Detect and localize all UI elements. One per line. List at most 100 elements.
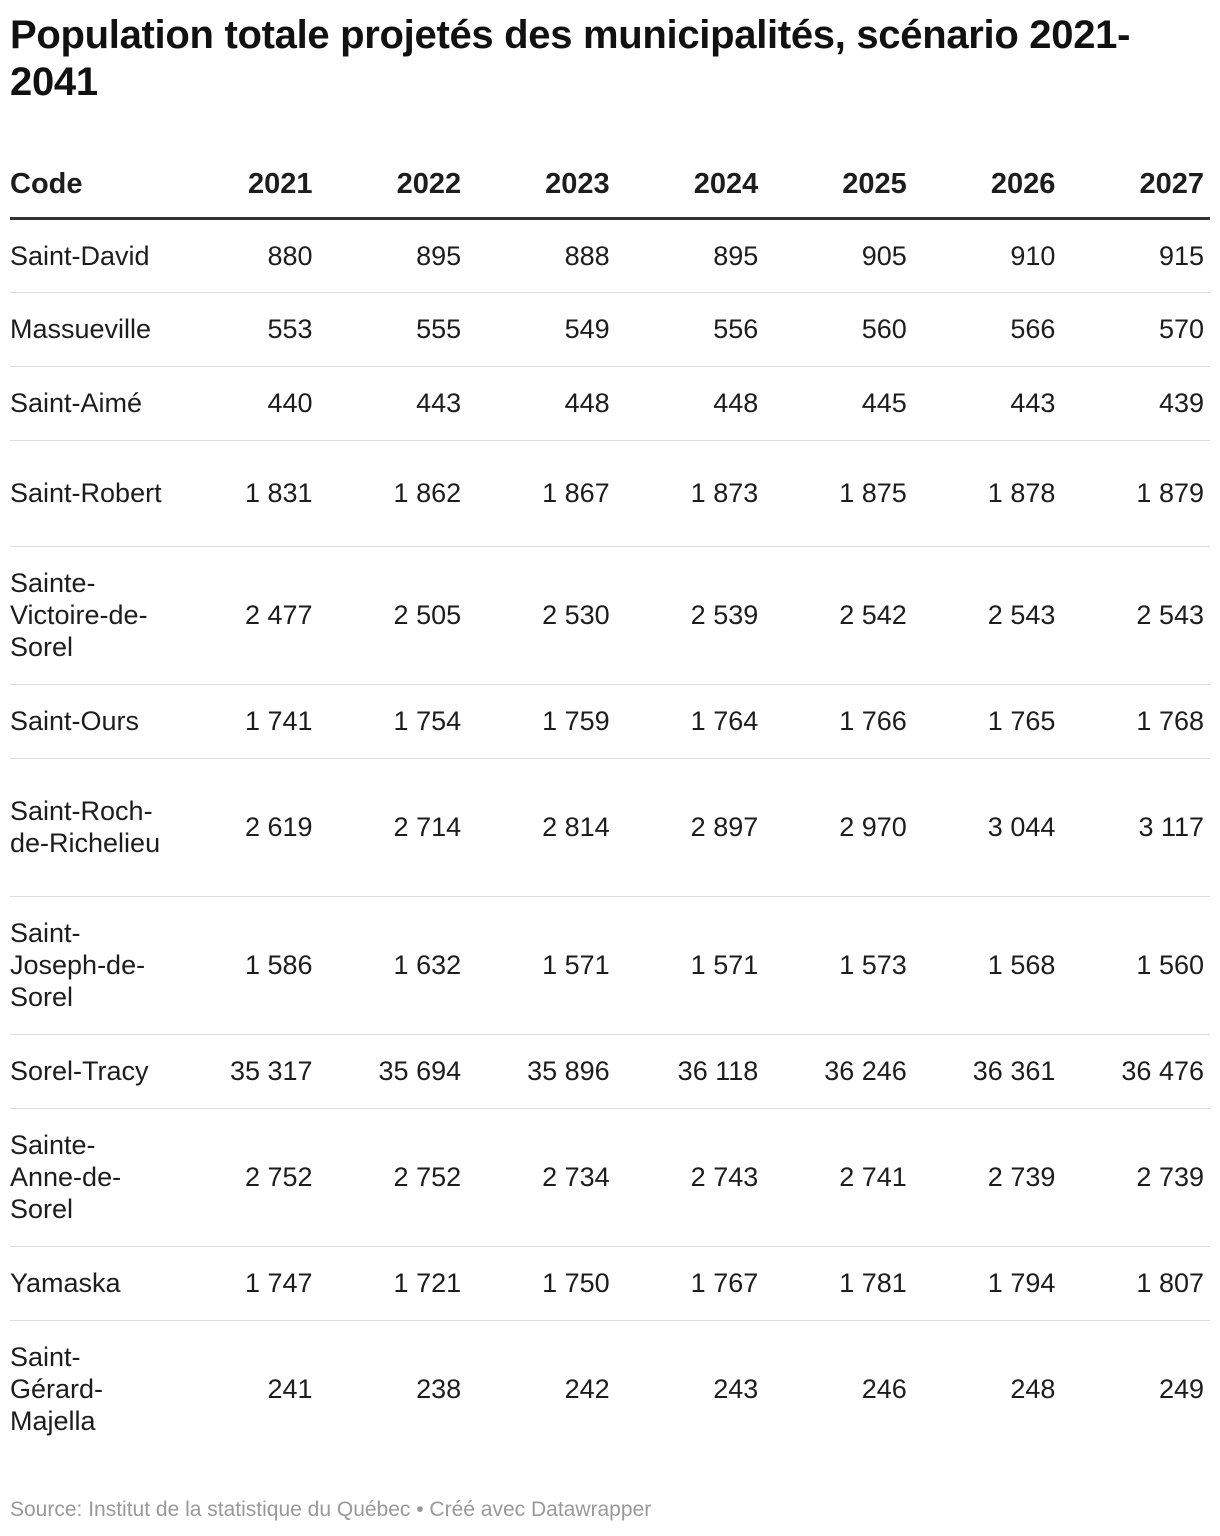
population-value: 2 814 <box>467 758 616 897</box>
population-value: 440 <box>170 366 319 441</box>
population-value: 1 632 <box>318 896 468 1035</box>
population-value: 1 571 <box>615 896 765 1035</box>
population-value: 2 714 <box>318 758 468 897</box>
population-value: 1 568 <box>912 896 1062 1035</box>
population-value: 3 117 <box>1061 758 1210 897</box>
population-value: 1 759 <box>467 684 616 759</box>
table-row: Massueville 553 555 549 556 560 566 570 <box>10 292 1210 367</box>
table-row: Sainte-Victoire-de-Sorel 2 477 2 505 2 530 2… <box>10 546 1210 685</box>
population-value: 238 <box>416 1374 462 1405</box>
municipality-name: Sorel-Tracy <box>10 1034 170 1109</box>
table-row: Saint-Joseph-de-Sorel 1 586 1 632 1 571 1 57… <box>10 896 1210 1035</box>
table-header: Code 2021 2022 2023 2024 2025 2026 2027 <box>10 152 1210 220</box>
population-value: 1 781 <box>764 1246 913 1321</box>
population-value: 1 867 <box>467 440 616 547</box>
population-value: 439 <box>1061 366 1210 441</box>
population-value: 2 734 <box>467 1108 616 1247</box>
population-value: 2 970 <box>764 758 913 897</box>
column-header-year: 2025 <box>764 152 913 220</box>
population-value: 555 <box>318 292 468 367</box>
population-value: 2 739 <box>912 1108 1062 1247</box>
population-value: 443 <box>912 366 1062 441</box>
column-header-year: 2021 <box>170 152 319 220</box>
population-value: 2 897 <box>615 758 765 897</box>
population-value: 1 571 <box>467 896 616 1035</box>
column-header-code: Code <box>10 152 170 220</box>
municipality-name: Yamaska <box>10 1246 170 1321</box>
population-value: 2 752 <box>170 1108 319 1247</box>
municipality-name: Saint-Gérard-Majella <box>10 1342 104 1437</box>
population-value: 36 476 <box>1061 1034 1210 1109</box>
table-body: Saint-David 880 895 888 895 905 910 915 Massuevi… <box>10 218 1210 1458</box>
population-value: 905 <box>764 218 913 293</box>
population-value: 2 543 <box>1061 546 1210 685</box>
population-value: 895 <box>615 218 765 293</box>
header-row: Code 2021 2022 2023 2024 2025 2026 2027 <box>10 152 1210 220</box>
population-value: 2 741 <box>764 1108 913 1247</box>
population-value: 1 873 <box>615 440 765 547</box>
population-value: 36 118 <box>615 1034 765 1109</box>
population-value: 242 <box>564 1374 610 1405</box>
population-value: 895 <box>318 218 468 293</box>
population-value: 2 539 <box>615 546 765 685</box>
population-value: 560 <box>764 292 913 367</box>
population-value: 570 <box>1061 292 1210 367</box>
population-value: 36 246 <box>764 1034 913 1109</box>
column-header-year: 2027 <box>1061 152 1210 220</box>
population-value: 556 <box>615 292 765 367</box>
population-value: 445 <box>764 366 913 441</box>
population-value: 1 794 <box>912 1246 1062 1321</box>
population-value: 2 505 <box>318 546 468 685</box>
population-value: 1 878 <box>912 440 1062 547</box>
population-value: 36 361 <box>912 1034 1062 1109</box>
population-value: 1 747 <box>170 1246 319 1321</box>
municipality-name: Saint-David <box>10 218 170 293</box>
population-value: 1 764 <box>615 684 765 759</box>
population-value: 2 543 <box>912 546 1062 685</box>
population-value: 1 754 <box>318 684 468 759</box>
population-value: 2 619 <box>170 758 319 897</box>
population-value: 443 <box>318 366 468 441</box>
source-note: Source: Institut de la statistique du Qu… <box>10 1498 652 1521</box>
municipality-name: Sainte-Victoire-de-Sorel <box>10 546 170 685</box>
population-value: 1 560 <box>1061 896 1210 1035</box>
municipality-name: Saint-Roch-de-Richelieu <box>10 758 170 897</box>
population-value: 553 <box>170 292 319 367</box>
population-value: 249 <box>1158 1374 1204 1405</box>
population-value: 888 <box>467 218 616 293</box>
population-value: 880 <box>170 218 319 293</box>
population-value: 1 765 <box>912 684 1062 759</box>
population-value: 1 862 <box>318 440 468 547</box>
population-value: 246 <box>861 1374 907 1405</box>
population-value: 1 573 <box>764 896 913 1035</box>
population-value: 2 739 <box>1061 1108 1210 1247</box>
table-row: Yamaska 1 747 1 721 1 750 1 767 1 781 1 794 1 8… <box>10 1246 1210 1321</box>
population-value: 1 831 <box>170 440 319 547</box>
population-value: 1 750 <box>467 1246 616 1321</box>
population-value: 1 766 <box>764 684 913 759</box>
column-header-year: 2023 <box>467 152 616 220</box>
population-value: 243 <box>713 1374 759 1405</box>
population-value: 2 743 <box>615 1108 765 1247</box>
population-value: 2 477 <box>170 546 319 685</box>
population-value: 448 <box>467 366 616 441</box>
population-value: 1 721 <box>318 1246 468 1321</box>
table-row: Saint-Robert 1 831 1 862 1 867 1 873 1 875 1 8… <box>10 440 1210 547</box>
municipality-name: Saint-Aimé <box>10 366 170 441</box>
chart-title: Population totale projetés des municipal… <box>10 13 1131 104</box>
table-row: Saint-Gérard-Majella 241 238 242 243 246 248 24… <box>10 1320 1210 1458</box>
population-value: 1 807 <box>1061 1246 1210 1321</box>
population-value: 3 044 <box>912 758 1062 897</box>
column-header-year: 2024 <box>615 152 765 220</box>
population-value: 910 <box>912 218 1062 293</box>
table-row: Sorel-Tracy 35 317 35 694 35 896 36 118 36 24… <box>10 1034 1210 1109</box>
municipality-name: Sainte-Anne-de-Sorel <box>10 1108 170 1247</box>
municipality-name: Saint-Joseph-de-Sorel <box>10 896 170 1035</box>
municipality-name: Saint-Robert <box>10 440 170 547</box>
population-value: 1 875 <box>764 440 913 547</box>
column-header-year: 2026 <box>912 152 1062 220</box>
population-value: 1 586 <box>170 896 319 1035</box>
population-value: 35 896 <box>467 1034 616 1109</box>
population-value: 915 <box>1061 218 1210 293</box>
table-row: Saint-David 880 895 888 895 905 910 915 <box>10 218 1210 293</box>
